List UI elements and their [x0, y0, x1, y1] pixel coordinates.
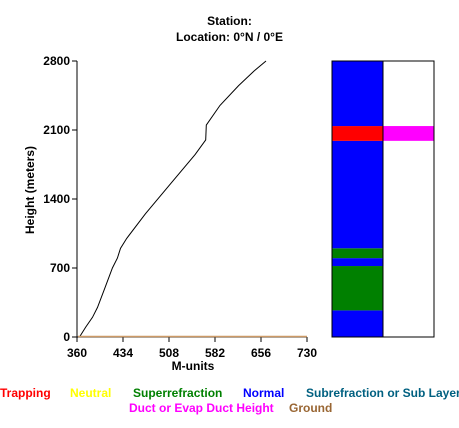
legend-duct: Duct or Evap Duct Height [129, 401, 274, 415]
location-title: Location: 0°N / 0°E [176, 30, 283, 44]
bar-segment-duct [383, 126, 434, 141]
chart-axes [76, 61, 307, 338]
legend-subrefraction: Subrefraction or Sub Layer [306, 386, 459, 400]
bar-segment-normal [332, 258, 383, 267]
x-tick-label: 582 [205, 346, 225, 360]
x-tick-label: 656 [251, 346, 271, 360]
m-profile-line [79, 60, 267, 338]
refraction-bars [331, 60, 435, 338]
x-tick-label: 434 [113, 346, 133, 360]
bar-segment-superrefraction [332, 248, 383, 259]
y-tick-label: 700 [50, 261, 70, 275]
x-tick-label: 508 [159, 346, 179, 360]
chart-ticks: 0 700 1400 2100 2800 360 434 508 582 656 730 [43, 54, 317, 360]
legend-neutral: Neutral [70, 386, 112, 400]
bar-segment-trapping [332, 126, 383, 141]
bar-segment-normal [332, 140, 383, 249]
bar-segment-normal [332, 61, 383, 127]
y-tick-label: 2800 [43, 54, 70, 68]
x-tick-label: 360 [67, 346, 87, 360]
y-tick-label: 0 [63, 330, 70, 344]
legend-superrefraction: Superrefraction [133, 386, 223, 400]
legend-ground: Ground [289, 401, 333, 415]
y-tick-label: 1400 [43, 192, 70, 206]
legend-normal: Normal [243, 386, 285, 400]
station-title: Station: [207, 14, 252, 28]
x-axis-label: M-units [172, 359, 215, 373]
bar-segment-superrefraction [332, 266, 383, 311]
y-axis-label: Height (meters) [23, 146, 37, 234]
bar-segment-normal [332, 310, 383, 337]
legend-trapping: Trapping [0, 386, 51, 400]
x-tick-label: 730 [297, 346, 317, 360]
y-tick-label: 2100 [43, 123, 70, 137]
